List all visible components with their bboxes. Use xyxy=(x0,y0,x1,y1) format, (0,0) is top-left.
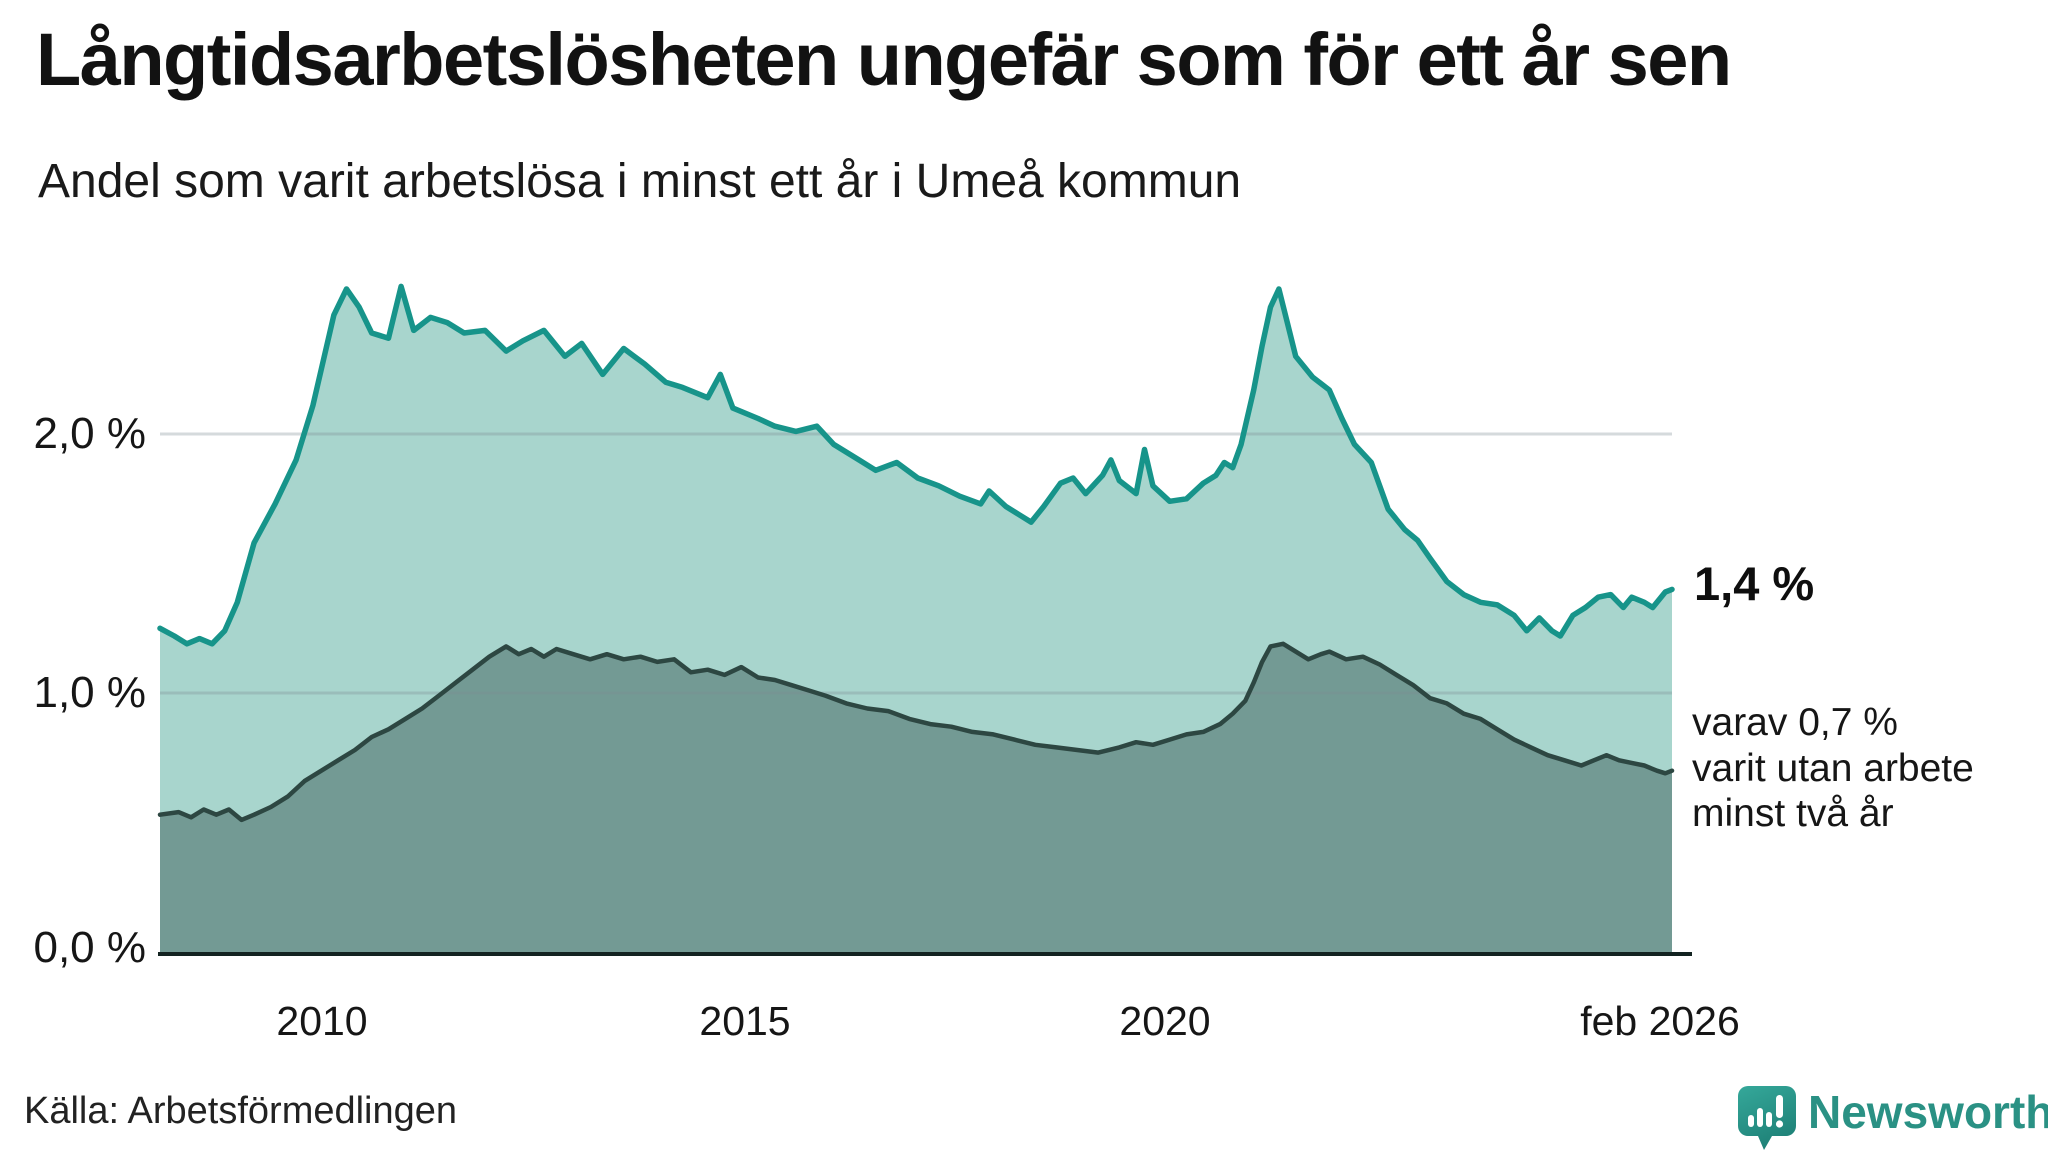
newsworthy-wordmark: Newsworthy xyxy=(1808,1086,2048,1138)
chart-title: Långtidsarbetslösheten ungefär som för e… xyxy=(36,18,1732,101)
y-axis-tick-0-0: 0,0 % xyxy=(33,923,146,972)
line-two-year xyxy=(157,641,1675,823)
area-fill-two-year xyxy=(160,643,1672,952)
y-axis-tick-2-0: 2,0 % xyxy=(33,409,146,458)
line-one-year xyxy=(157,283,1675,647)
x-axis-tick-2020: 2020 xyxy=(1119,998,1211,1044)
logo-bar-small xyxy=(1748,1115,1754,1127)
newsworthy-logo: Newsworthy xyxy=(1738,1086,2048,1152)
two-year-annotation: varav 0,7 % varit utan arbete minst två … xyxy=(1692,700,1974,837)
series-end-value-label: 1,4 % xyxy=(1694,557,1815,610)
logo-bar-medium xyxy=(1757,1108,1763,1127)
annotation-line-2: varit utan arbete xyxy=(1692,746,1974,790)
x-axis-tick-feb-2026: feb 2026 xyxy=(1580,998,1740,1044)
x-axis-tick-2015: 2015 xyxy=(699,998,791,1044)
annotation-line-1: varav 0,7 % xyxy=(1692,701,1898,744)
logo-bar-short xyxy=(1766,1112,1772,1127)
chart-subtitle: Andel som varit arbetslösa i minst ett å… xyxy=(38,155,1242,208)
x-axis-tick-2010: 2010 xyxy=(276,998,368,1044)
y-axis-tick-1-0: 1,0 % xyxy=(33,668,146,717)
newsworthy-speech-bubble-icon xyxy=(1738,1086,1796,1150)
annotation-line-3: minst två år xyxy=(1692,792,1894,836)
logo-exclamation-bar xyxy=(1776,1095,1783,1118)
source-attribution: Källa: Arbetsförmedlingen xyxy=(24,1090,458,1132)
logo-exclamation-dot xyxy=(1775,1120,1784,1128)
